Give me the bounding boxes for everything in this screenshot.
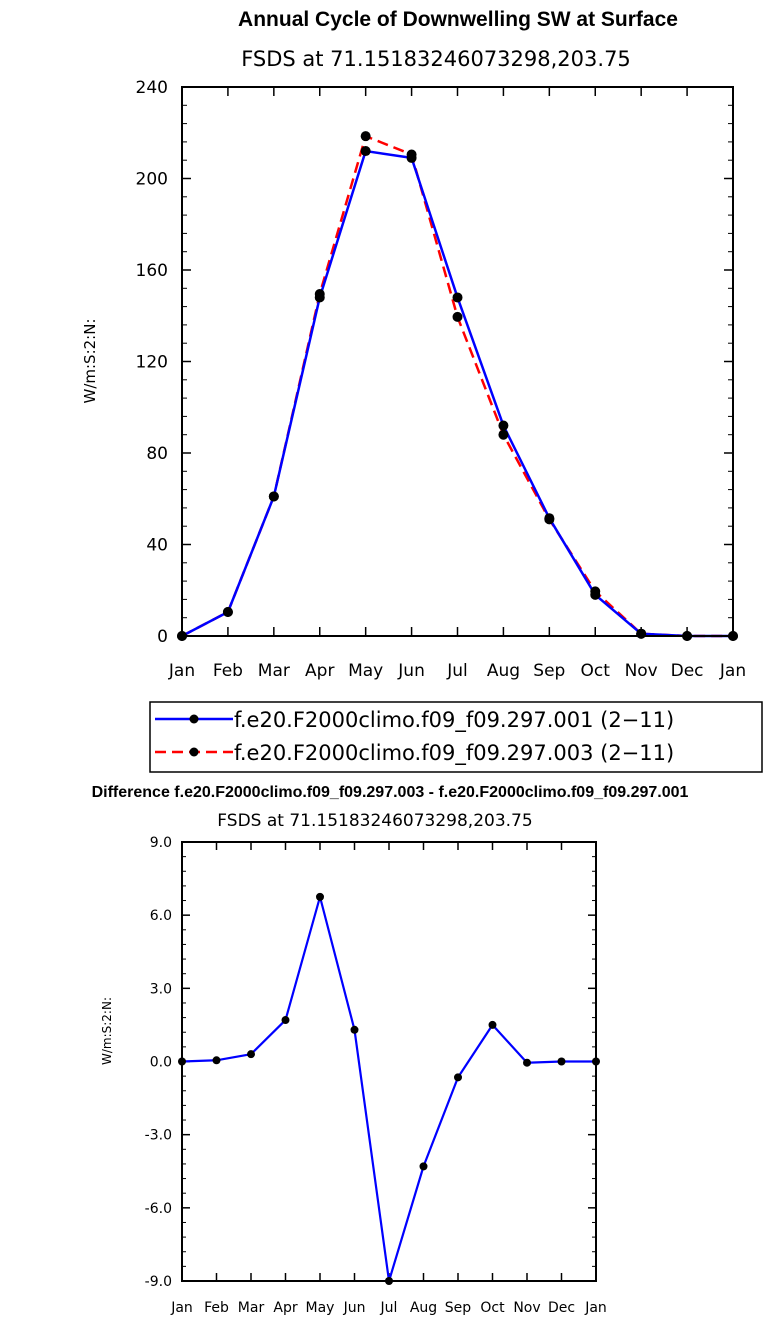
bottom-xtick-label: Feb	[204, 1300, 229, 1316]
bottom-series-0-point	[454, 1073, 462, 1082]
bottom-chart: Difference f.e20.F2000climo.f09_f09.297.…	[92, 784, 689, 1316]
top-series-1-point	[268, 491, 279, 502]
top-xtick-label: Oct	[581, 661, 611, 681]
top-ytick-label: 80	[146, 444, 168, 464]
bottom-xtick-label: Jul	[380, 1300, 398, 1316]
legend-marker-001	[189, 714, 199, 724]
bottom-xtick-label: Dec	[548, 1300, 575, 1316]
legend-label-003: f.e20.F2000climo.f09_f09.297.003 (2−11)	[234, 741, 674, 766]
top-chart-subtitle: FSDS at 71.15183246073298,203.75	[241, 47, 631, 71]
top-ytick-label: 120	[136, 353, 168, 373]
top-chart-frame	[181, 86, 734, 637]
bottom-xtick-label: Sep	[445, 1300, 472, 1316]
bottom-xtick-label: Jan	[170, 1300, 193, 1316]
bottom-series-0-point	[523, 1058, 531, 1067]
top-series-1-point	[636, 628, 647, 639]
top-series-line-0	[181, 149, 733, 638]
legend-marker-003	[189, 747, 199, 757]
top-chart-legend: f.e20.F2000climo.f09_f09.297.001 (2−11) …	[149, 701, 763, 773]
bottom-series-0-point	[247, 1050, 255, 1059]
bottom-series-0-point	[212, 1056, 221, 1065]
bottom-series-0-point	[350, 1025, 359, 1034]
top-xtick-label: Apr	[305, 661, 334, 681]
top-series-1-point	[406, 149, 417, 160]
top-ytick-label: 200	[136, 170, 168, 190]
bottom-chart-axes: Jan Feb Mar Apr May Jun Jul Aug Sep Oct Nov Dec Jan -…	[145, 835, 607, 1316]
bottom-series-0-point	[316, 892, 324, 901]
top-series-1-point	[498, 429, 509, 440]
top-xtick-label: May	[348, 661, 383, 681]
bottom-xtick-label: Apr	[273, 1300, 297, 1316]
bottom-ytick-label: -9.0	[145, 1274, 172, 1290]
bottom-xtick-label: Nov	[513, 1300, 540, 1316]
bottom-ytick-label: 6.0	[150, 908, 172, 924]
bottom-ytick-label: 9.0	[150, 835, 172, 851]
top-xtick-label: Sep	[533, 661, 565, 681]
top-series-1-point	[590, 586, 601, 597]
bottom-series-0-point	[557, 1057, 566, 1066]
top-series-0-point	[360, 146, 371, 157]
bottom-ytick-label: 0.0	[150, 1055, 172, 1071]
bottom-ytick-label: 3.0	[150, 981, 172, 997]
top-xtick-label: Nov	[625, 661, 658, 681]
bottom-series-0-point	[281, 1016, 290, 1025]
top-series-1-point	[314, 289, 325, 300]
top-xtick-label: Jul	[446, 661, 468, 681]
bottom-xtick-label: Aug	[410, 1300, 437, 1316]
bottom-chart-ylabel: W/m:S:2:N:	[100, 997, 114, 1065]
top-xtick-label: Jan	[719, 661, 746, 681]
bottom-series-0-point	[488, 1020, 497, 1029]
bottom-xtick-label: Oct	[480, 1300, 505, 1316]
bottom-xtick-label: Jun	[343, 1300, 366, 1316]
top-series-1-point	[360, 131, 371, 142]
top-series-0-point	[498, 420, 509, 431]
legend-box	[149, 701, 763, 773]
legend-label-001: f.e20.F2000climo.f09_f09.297.001 (2−11)	[234, 708, 674, 733]
top-ytick-label: 0	[157, 627, 168, 647]
top-series-1-point	[452, 311, 463, 322]
bottom-series-line-0	[181, 895, 596, 1283]
top-xtick-label: Aug	[487, 661, 520, 681]
bottom-ytick-label: -6.0	[145, 1201, 172, 1217]
top-chart-title: Annual Cycle of Downwelling SW at Surfac…	[238, 8, 678, 31]
top-xtick-label: Mar	[258, 661, 290, 681]
top-series-line-1	[181, 134, 733, 638]
top-ytick-label: 160	[136, 261, 168, 281]
bottom-chart-series	[178, 892, 600, 1285]
top-series-1-point	[544, 514, 555, 525]
top-chart-axes: Jan Feb Mar Apr May Jun Jul Aug Sep Oct Nov Dec Jan0…	[136, 78, 747, 681]
bottom-series-0-point	[419, 1162, 428, 1171]
bottom-chart-subtitle: FSDS at 71.15183246073298,203.75	[217, 811, 532, 831]
top-xtick-label: Dec	[671, 661, 704, 681]
top-chart: Annual Cycle of Downwelling SW at Surfac…	[81, 8, 763, 773]
bottom-chart-frame	[181, 841, 597, 1282]
top-chart-series	[177, 131, 738, 641]
top-chart-ylabel: W/m:S:2:N:	[81, 319, 99, 404]
top-xtick-label: Jan	[168, 661, 195, 681]
top-xtick-label: Jun	[397, 661, 425, 681]
bottom-xtick-label: Jan	[584, 1300, 607, 1316]
bottom-xtick-label: Mar	[238, 1300, 265, 1316]
top-xtick-label: Feb	[213, 661, 243, 681]
top-ytick-label: 40	[146, 536, 168, 556]
top-series-0-point	[452, 292, 463, 303]
bottom-ytick-label: -3.0	[145, 1128, 172, 1144]
bottom-chart-title: Difference f.e20.F2000climo.f09_f09.297.…	[92, 784, 689, 801]
top-ytick-label: 240	[136, 78, 168, 98]
bottom-xtick-label: May	[306, 1300, 335, 1316]
top-series-1-point	[222, 606, 233, 617]
